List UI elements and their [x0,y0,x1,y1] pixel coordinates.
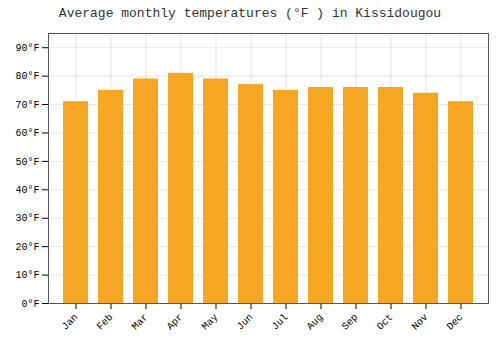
svg-text:Apr: Apr [165,312,186,333]
svg-text:May: May [200,312,221,333]
svg-text:10°F: 10°F [15,270,39,281]
svg-text:60°F: 60°F [15,128,39,139]
svg-text:0°F: 0°F [21,299,39,310]
svg-text:50°F: 50°F [15,157,39,168]
svg-text:Dec: Dec [445,312,466,333]
svg-text:40°F: 40°F [15,185,39,196]
svg-text:Mar: Mar [130,312,151,333]
svg-text:Feb: Feb [95,312,116,333]
svg-text:Jun: Jun [235,312,256,333]
svg-text:80°F: 80°F [15,71,39,82]
svg-text:30°F: 30°F [15,213,39,224]
svg-text:Jul: Jul [270,312,291,333]
svg-text:Sep: Sep [340,312,361,333]
svg-text:90°F: 90°F [15,43,39,54]
svg-text:70°F: 70°F [15,100,39,111]
svg-text:Nov: Nov [410,312,431,333]
svg-text:20°F: 20°F [15,242,39,253]
svg-text:Aug: Aug [305,312,326,333]
html-text:Average monthly temperatures (: Average monthly temperatures (°F ) in Ki… [58,6,442,21]
svg-text:Jan: Jan [60,312,81,333]
svg-text:Oct: Oct [375,312,396,333]
